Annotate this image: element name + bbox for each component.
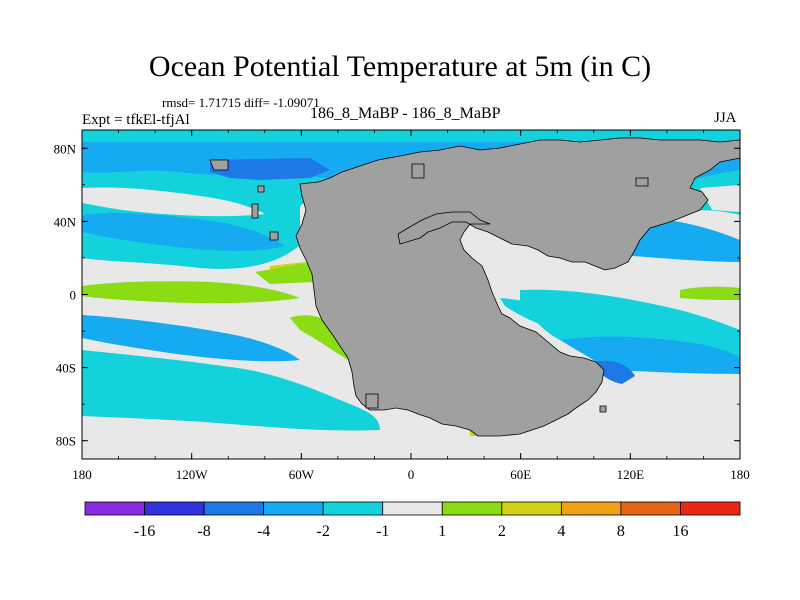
contour-south-cyan [82,350,380,431]
colorbar-label: -4 [257,523,270,540]
colorbar-box [501,501,562,516]
colorbar-box [144,501,205,516]
colorbar-label: 8 [617,523,625,540]
colorbar: -16 -8 -4 -2 -1 1 2 4 8 16 [84,501,741,540]
colorbar-box [560,501,622,516]
contour-southeast-blue [595,360,635,384]
contour-north-white-2 [700,185,740,212]
colorbar-label: -1 [376,523,389,540]
land-small-south-1 [365,393,379,409]
land-small-north-5 [251,203,259,219]
x-tick-label: 180 [730,467,750,482]
colorbar-label: -2 [317,523,330,540]
colorbar-box [382,501,443,516]
colorbar-box [203,501,265,516]
contour-green-east [680,286,740,300]
land-small-north-6 [269,231,279,241]
land-small-north-3 [635,177,649,187]
y-tick-label: 40N [54,214,77,229]
colorbar-label: 16 [672,523,688,540]
colorbar-label: -16 [134,523,155,540]
experiment-label: Expt = tfkEl-tfjAl [82,112,190,128]
contour-south-lightblue [82,315,300,362]
contour-north-lightblue-2 [82,212,285,251]
y-tick-label: 40S [56,361,76,376]
land-small-south-2 [599,405,607,413]
contour-green-west-pacific [82,281,300,304]
colorbar-label: 4 [557,523,565,540]
contour-north-blue-1 [210,158,330,180]
contour-north-white-3 [462,254,540,280]
land-pangea [82,130,740,437]
y-tick-label: 80S [56,434,76,449]
x-tick-label: 180 [72,467,92,482]
map-axes: 180 120W 60W 0 60E 120E 180 80N 40N 0 40S 80S [54,130,750,482]
x-tick-label: 0 [408,467,415,482]
plot-title: Ocean Potential Temperature at 5m (in C) [148,50,652,83]
colorbar-box [84,501,145,516]
difference-label: 186_8_MaBP - 186_8_MaBP [310,105,501,122]
x-tick-label: 120W [176,467,209,482]
season-label: JJA [714,110,737,126]
y-tick-label: 80N [54,141,77,156]
x-tick-label: 120E [617,467,645,482]
x-tick-label: 60W [289,467,315,482]
colorbar-box [620,501,681,516]
land-small-north-2 [411,163,425,179]
colorbar-box [263,501,324,516]
contour-green-1 [255,262,315,284]
colorbar-label: 2 [498,523,506,540]
land-masses [82,130,740,437]
land-small-north-1 [209,159,229,171]
colorbar-box [680,501,741,516]
contour-north-white-1 [82,187,265,217]
stats-label: rmsd= 1.71715 diff= -1.09071 [162,95,320,110]
colorbar-box [322,501,384,516]
colorbar-label: -8 [197,523,210,540]
contour-south-cyan-2 [500,298,575,332]
x-tick-label: 60E [510,467,531,482]
colorbar-box [441,501,503,516]
land-small-north-4 [257,185,265,193]
y-tick-label: 0 [70,288,77,303]
colorbar-label: 1 [438,523,446,540]
